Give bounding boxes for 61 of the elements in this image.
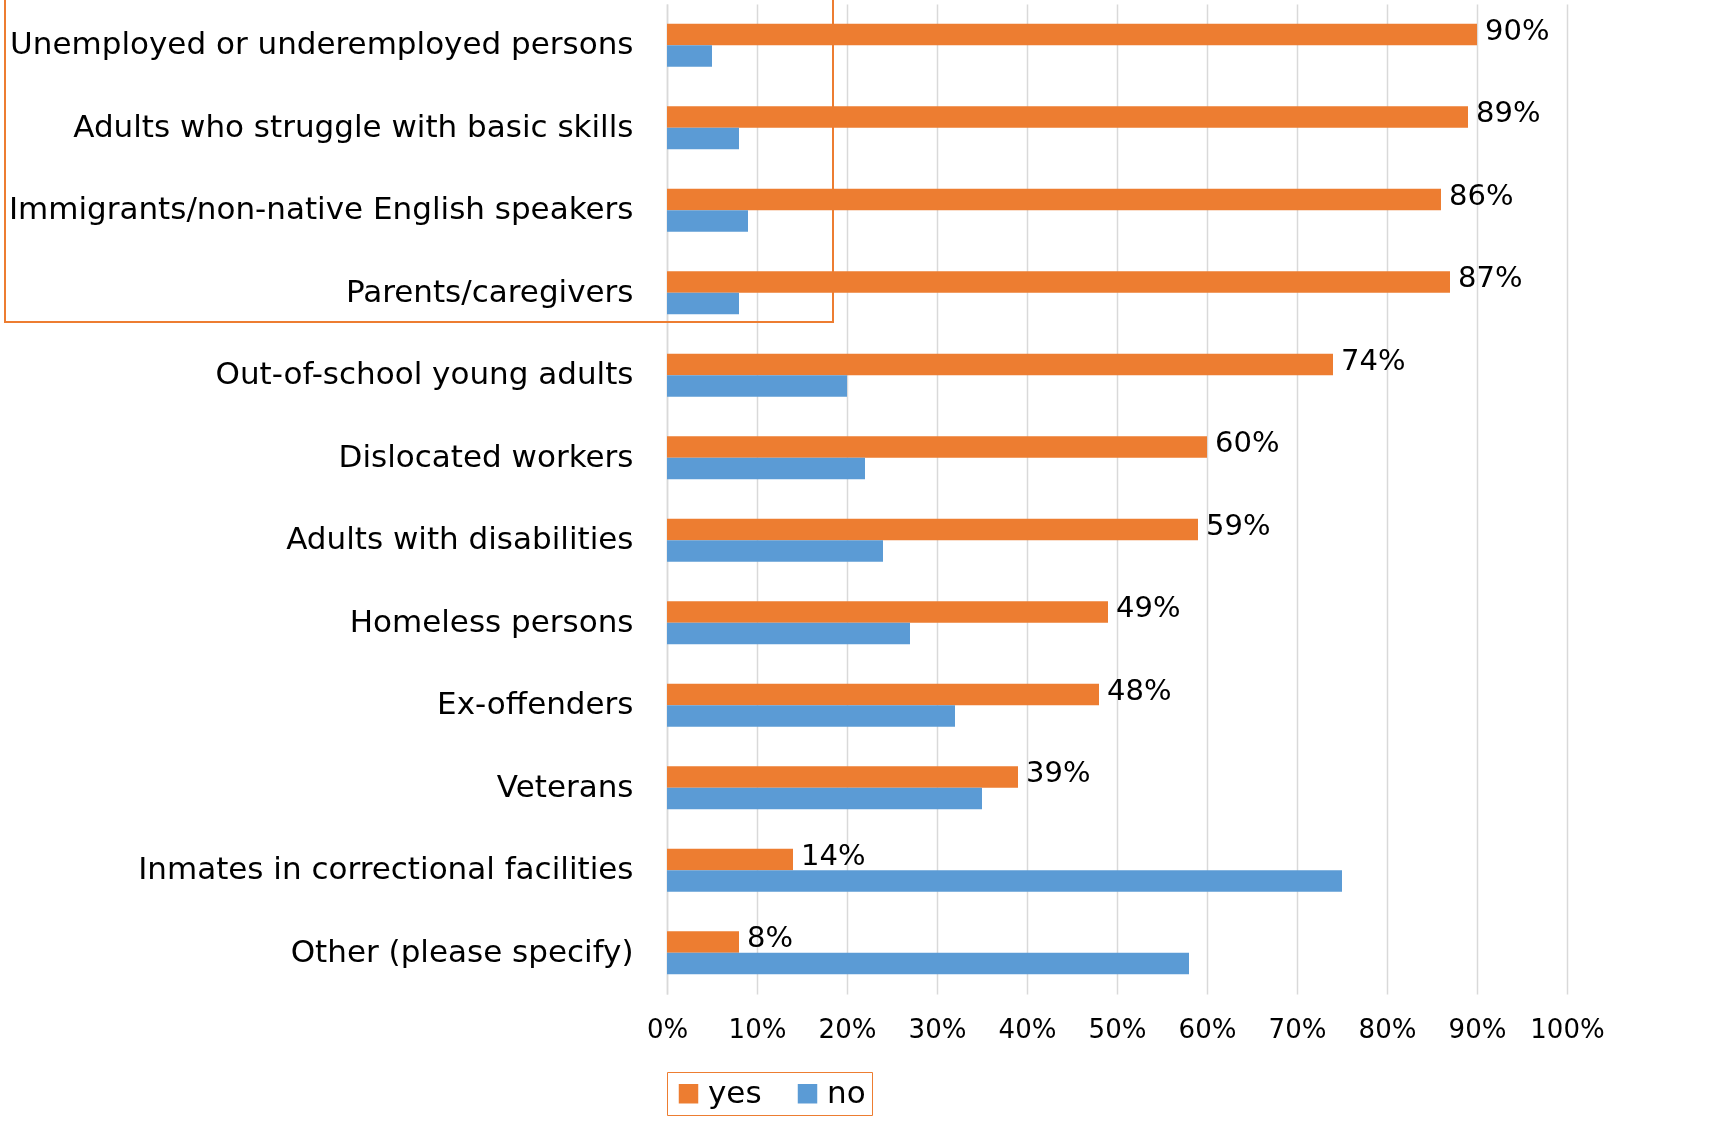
y-tick-label: Inmates in correctional facilities (138, 850, 634, 887)
data-label: 89% (1476, 95, 1541, 130)
y-tick-label: Adults with disabilities (286, 520, 634, 557)
y-tick-label: Veterans (496, 767, 634, 804)
y-tick-label: Homeless persons (349, 602, 634, 639)
bar (667, 353, 1333, 376)
x-tick-label: 80% (1358, 1013, 1417, 1044)
y-tick-label: Dislocated workers (338, 437, 634, 474)
data-label: 59% (1206, 507, 1271, 542)
bar (667, 870, 1342, 892)
bar (667, 292, 739, 315)
x-tick-label: 60% (1178, 1013, 1237, 1044)
bar (667, 848, 793, 871)
bar (667, 188, 1441, 211)
bar (667, 375, 847, 397)
x-tick-label: 0% (646, 1013, 689, 1044)
data-label: 48% (1107, 672, 1172, 707)
bar (667, 127, 739, 150)
data-label: 87% (1458, 260, 1523, 295)
legend-label: yes (708, 1073, 762, 1110)
bar (667, 210, 748, 232)
bar (667, 436, 1207, 458)
bar (667, 952, 1189, 975)
bar (667, 540, 883, 562)
y-tick-label: Other (please specify) (290, 932, 634, 969)
x-tick-label: 20% (818, 1013, 877, 1044)
data-label: 39% (1026, 755, 1091, 790)
bar (667, 271, 1450, 293)
bar (667, 683, 1099, 706)
bar (667, 106, 1468, 128)
data-label: 60% (1215, 425, 1280, 460)
legend-label: no (827, 1073, 866, 1110)
y-tick-label: Adults who struggle with basic skills (73, 107, 634, 144)
bar (667, 457, 865, 480)
data-label: 49% (1116, 590, 1181, 625)
data-label: 90% (1485, 12, 1550, 47)
x-tick-label: 40% (998, 1013, 1057, 1044)
x-tick-label: 90% (1448, 1013, 1507, 1044)
x-tick-label: 10% (728, 1013, 787, 1044)
x-tick-label: 70% (1268, 1013, 1327, 1044)
data-label: 74% (1341, 342, 1406, 377)
y-tick-label: Unemployed or underemployed persons (10, 25, 634, 62)
data-label: 14% (801, 837, 866, 872)
bar (667, 705, 955, 727)
y-tick-label: Immigrants/non-native English speakers (8, 190, 634, 227)
data-label: 86% (1449, 177, 1514, 212)
x-tick-label: 30% (908, 1013, 967, 1044)
y-tick-label: Parents/caregivers (345, 272, 634, 309)
data-label: 8% (747, 920, 794, 955)
bar (667, 601, 1108, 623)
x-tick-label: 50% (1088, 1013, 1147, 1044)
bar (667, 766, 1018, 788)
bar (667, 23, 1477, 46)
y-tick-label: Out-of-school young adults (215, 355, 634, 392)
bar (667, 622, 910, 645)
bar (667, 787, 982, 810)
bar (667, 518, 1198, 541)
bar (667, 45, 712, 67)
x-tick-label: 100% (1530, 1013, 1605, 1044)
y-tick-label: Ex-offenders (437, 685, 634, 722)
bar (667, 931, 739, 953)
